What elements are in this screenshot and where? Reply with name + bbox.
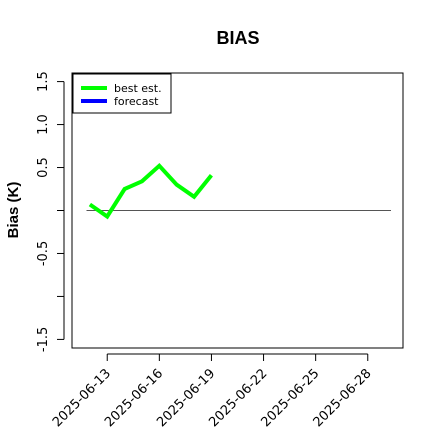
series-line-0 xyxy=(88,162,213,220)
y-tick-label: -0.5 xyxy=(36,241,51,266)
plot-frame xyxy=(71,72,404,349)
legend-label-forecast: forecast xyxy=(114,95,159,108)
y-axis-label: Bias (K) xyxy=(5,182,22,239)
y-tick-label: 0.5 xyxy=(36,157,51,178)
legend-box xyxy=(72,73,172,114)
series-group xyxy=(88,162,213,220)
y-tick-label: 1.0 xyxy=(36,114,51,135)
legend-label-best-est: best est. xyxy=(114,82,162,95)
chart-title: BIAS xyxy=(216,28,259,48)
x-axis: 2025-06-132025-06-162025-06-192025-06-22… xyxy=(50,353,375,430)
legend: best est. forecast xyxy=(72,73,172,114)
y-tick-label: 1.5 xyxy=(36,71,51,92)
y-tick-label: -1.5 xyxy=(36,327,51,352)
y-axis: -1.5 -0.5 0.5 1.0 1.5 xyxy=(36,71,65,352)
